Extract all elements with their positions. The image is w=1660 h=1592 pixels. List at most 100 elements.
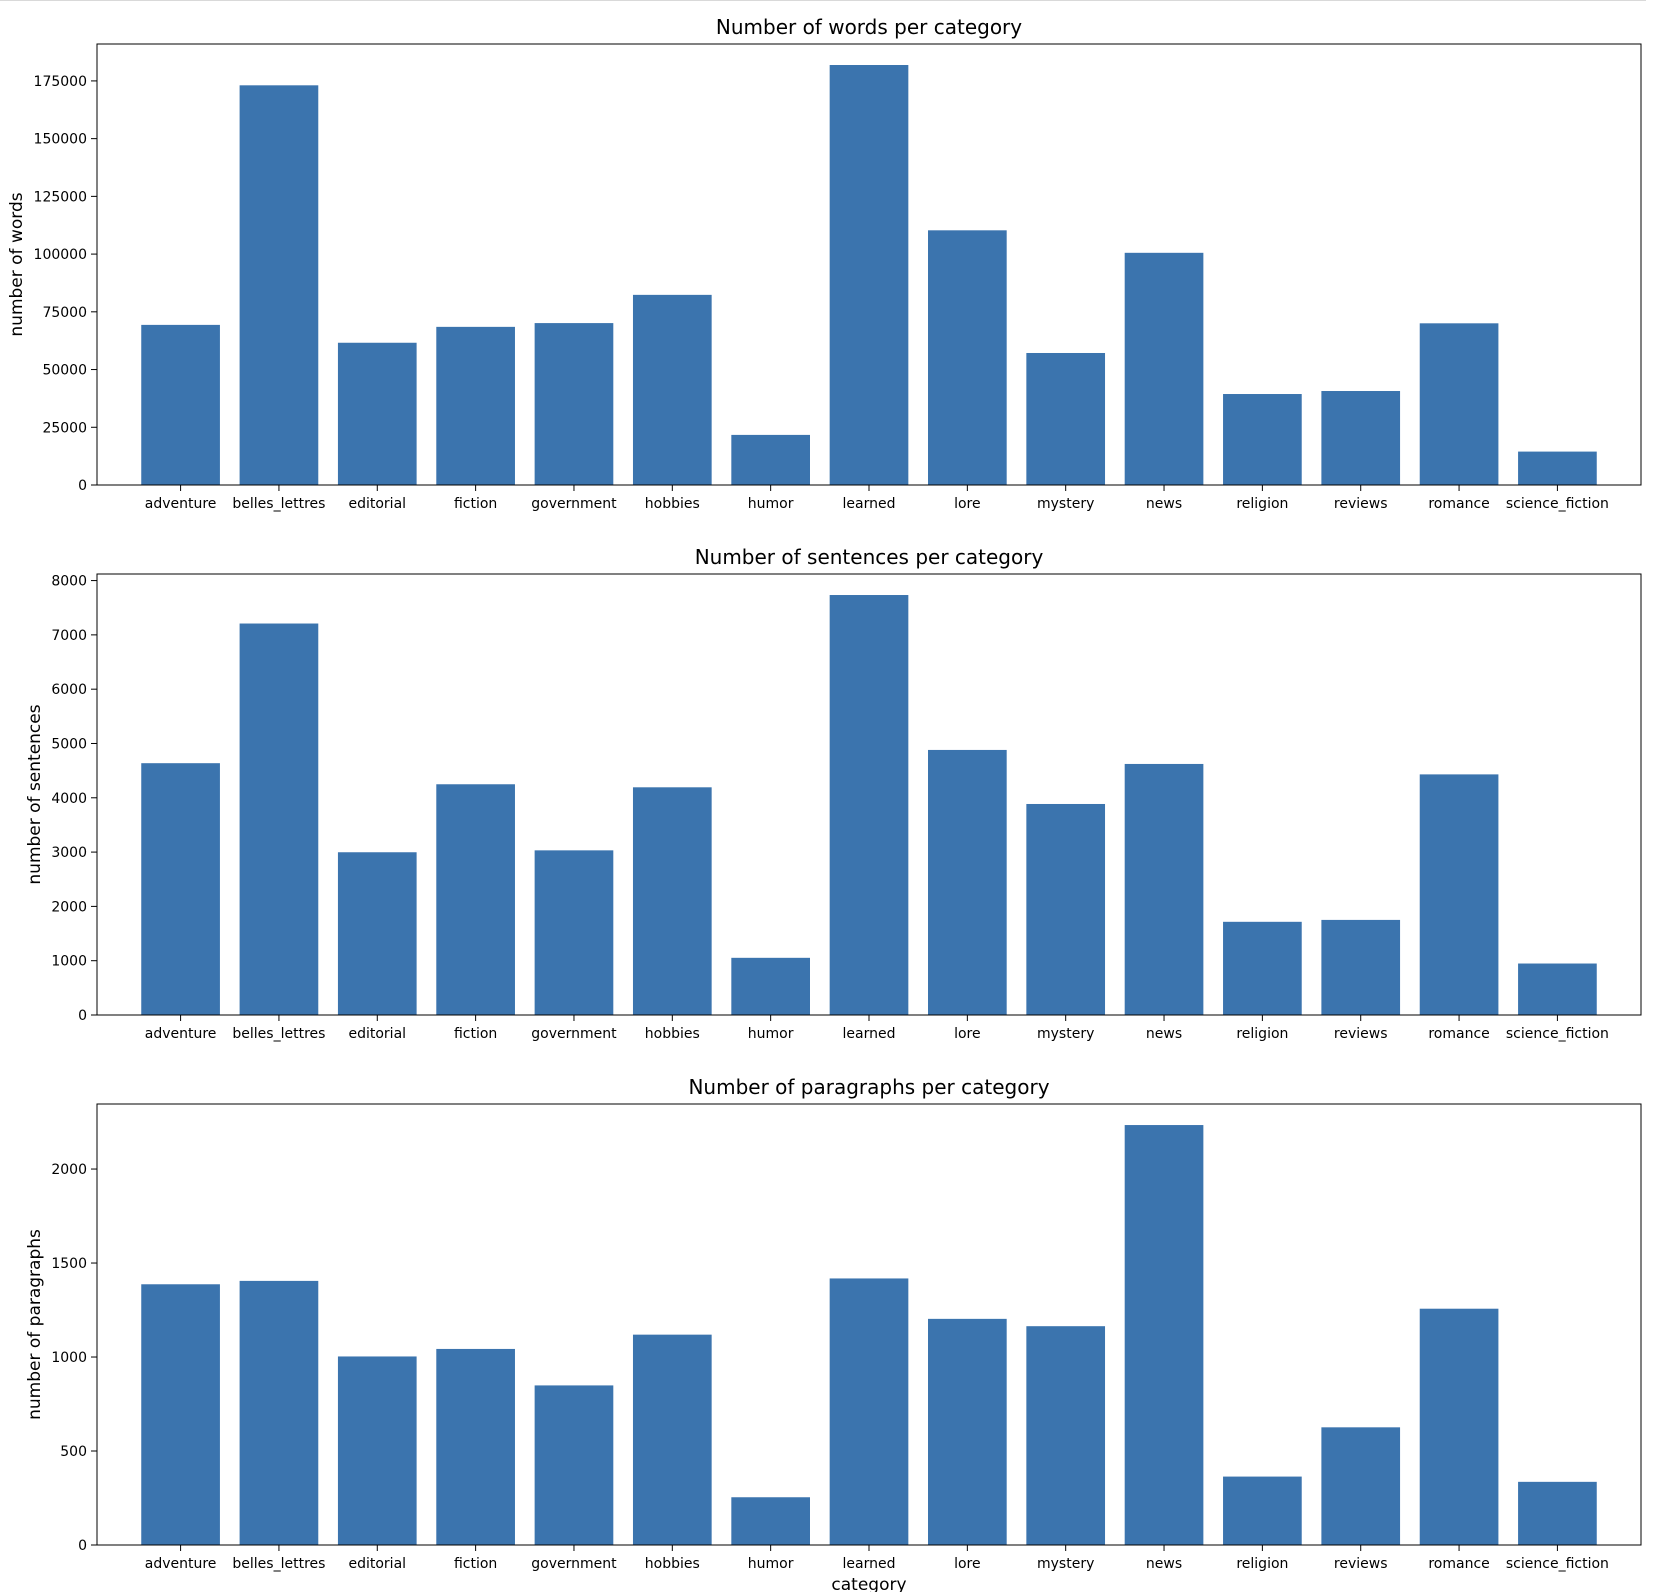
sentences-xtick-label: reviews <box>1334 1026 1388 1042</box>
paragraphs-xtick-label: fiction <box>454 1556 497 1572</box>
paragraphs-chart-title: Number of paragraphs per category <box>688 1075 1049 1099</box>
words-xtick-label: adventure <box>145 496 217 512</box>
sentences-xtick-label: romance <box>1428 1026 1489 1042</box>
paragraphs-ytick-label: 2000 <box>51 1162 87 1178</box>
words-bar-lore <box>928 230 1007 485</box>
sentences-bar-fiction <box>436 784 515 1015</box>
paragraphs-xtick-label: reviews <box>1334 1556 1388 1572</box>
paragraphs-bar-adventure <box>141 1284 220 1545</box>
sentences-bar-adventure <box>141 763 220 1015</box>
sentences-bar-hobbies <box>632 787 712 1015</box>
words-xtick-label: hobbies <box>645 496 700 512</box>
words-xtick-label: science_fiction <box>1506 496 1609 512</box>
words-bar-adventure <box>141 324 220 485</box>
words-bar-science-fiction <box>1518 451 1597 485</box>
sentences-xtick-label: government <box>531 1026 617 1042</box>
paragraphs-bar-lore <box>928 1318 1007 1545</box>
words-ytick-label: 125000 <box>34 189 87 205</box>
paragraphs-xtick-label: news <box>1146 1556 1182 1572</box>
paragraphs-bar-reviews <box>1321 1427 1401 1545</box>
sentences-xtick-label: lore <box>954 1026 981 1042</box>
words-y-axis-label: number of words <box>7 192 27 336</box>
sentences-ytick-label: 4000 <box>51 791 87 807</box>
paragraphs-bar-news <box>1124 1125 1204 1545</box>
sentences-xtick-label: religion <box>1236 1026 1288 1042</box>
words-bar-romance <box>1419 323 1499 485</box>
words-bar-hobbies <box>632 294 712 485</box>
paragraphs-xtick-label: adventure <box>145 1556 217 1572</box>
words-xtick-label: lore <box>954 496 981 512</box>
paragraphs-bar-government <box>534 1385 614 1545</box>
words-chart-title: Number of words per category <box>716 15 1022 39</box>
sentences-bar-mystery <box>1026 803 1106 1015</box>
sentences-xtick-label: fiction <box>454 1026 497 1042</box>
sentences-ytick-label: 6000 <box>51 682 87 698</box>
words-bar-mystery <box>1026 352 1106 485</box>
words-chart: Number of words per category 0 25000 50000 7… <box>7 15 1642 512</box>
paragraphs-xtick-label: mystery <box>1037 1556 1094 1572</box>
sentences-bar-news <box>1124 763 1204 1015</box>
paragraphs-bar-mystery <box>1026 1326 1106 1545</box>
paragraphs-xtick-label: belles_lettres <box>232 1556 325 1572</box>
sentences-chart-title: Number of sentences per category <box>695 545 1044 569</box>
paragraphs-bar-romance <box>1419 1308 1499 1545</box>
top-divider <box>0 0 1646 1</box>
words-ytick-label: 50000 <box>42 363 87 379</box>
sentences-chart: Number of sentences per category 0 1000 200… <box>25 545 1642 1042</box>
words-xtick-label: mystery <box>1037 496 1094 512</box>
sentences-ytick-label: 7000 <box>51 628 87 644</box>
sentences-bar-reviews <box>1321 919 1401 1015</box>
words-xtick-label: government <box>531 496 617 512</box>
words-bar-fiction <box>436 326 515 485</box>
paragraphs-xtick-label: science_fiction <box>1506 1556 1609 1572</box>
paragraphs-bar-editorial <box>337 1356 417 1545</box>
words-xtick-label: belles_lettres <box>232 496 325 512</box>
words-xtick-label: romance <box>1428 496 1489 512</box>
paragraphs-bar-fiction <box>436 1348 515 1545</box>
sentences-bar-government <box>534 850 614 1015</box>
sentences-bar-belles-lettres <box>239 623 319 1015</box>
words-bar-learned <box>829 65 909 485</box>
sentences-xtick-label: news <box>1146 1026 1182 1042</box>
sentences-xtick-label: adventure <box>145 1026 217 1042</box>
sentences-bar-humor <box>731 957 810 1015</box>
sentences-xtick-label: humor <box>748 1026 794 1042</box>
paragraphs-xtick-label: romance <box>1428 1556 1489 1572</box>
sentences-ytick-label: 0 <box>78 1008 87 1024</box>
sentences-ytick-label: 3000 <box>51 845 87 861</box>
words-xtick-label: learned <box>843 496 896 512</box>
paragraphs-bar-belles-lettres <box>239 1280 319 1545</box>
paragraphs-xtick-label: religion <box>1236 1556 1288 1572</box>
paragraphs-xtick-label: lore <box>954 1556 981 1572</box>
words-bar-humor <box>731 434 810 485</box>
words-bar-news <box>1124 252 1204 485</box>
words-xtick-label: news <box>1146 496 1182 512</box>
paragraphs-y-axis-label: number of paragraphs <box>25 1229 45 1420</box>
paragraphs-xtick-label: editorial <box>348 1556 406 1572</box>
sentences-bar-editorial <box>337 852 417 1015</box>
words-ytick-label: 0 <box>78 478 87 494</box>
words-bar-religion <box>1223 394 1302 485</box>
paragraphs-ytick-label: 1000 <box>51 1350 87 1366</box>
sentences-y-axis-label: number of sentences <box>25 704 45 884</box>
sentences-bar-romance <box>1419 774 1499 1015</box>
paragraphs-bar-learned <box>829 1278 909 1545</box>
words-bar-editorial <box>337 342 417 485</box>
sentences-ytick-label: 1000 <box>51 954 87 970</box>
paragraphs-x-axis-label: category <box>831 1575 906 1592</box>
words-xtick-label: humor <box>748 496 794 512</box>
paragraphs-bar-hobbies <box>632 1334 712 1545</box>
words-xtick-label: editorial <box>348 496 406 512</box>
words-ytick-label: 25000 <box>42 420 87 436</box>
words-bar-government <box>534 323 614 485</box>
sentences-bar-learned <box>829 595 909 1015</box>
paragraphs-bar-science-fiction <box>1518 1481 1597 1545</box>
sentences-ytick-label: 2000 <box>51 899 87 915</box>
sentences-xtick-label: mystery <box>1037 1026 1094 1042</box>
paragraphs-xtick-label: learned <box>843 1556 896 1572</box>
words-xtick-label: fiction <box>454 496 497 512</box>
sentences-xtick-label: learned <box>843 1026 896 1042</box>
sentences-bar-religion <box>1223 921 1302 1015</box>
words-ytick-label: 150000 <box>34 132 87 148</box>
paragraphs-ytick-label: 1500 <box>51 1256 87 1272</box>
